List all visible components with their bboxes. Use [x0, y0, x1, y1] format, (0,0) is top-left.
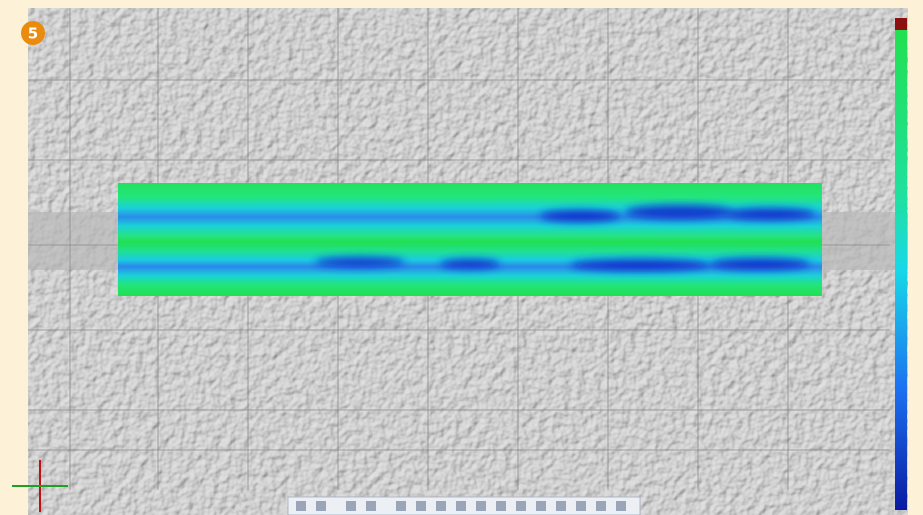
- deviation-map: [118, 183, 822, 296]
- badge-label: 5: [28, 25, 38, 43]
- viewer: 5: [0, 0, 923, 515]
- color-bar-max: [895, 18, 907, 30]
- toolbar: [288, 497, 640, 515]
- page: 5 (() => { const data = JSON.parse(docum…: [0, 0, 923, 515]
- color-bar: [895, 30, 907, 510]
